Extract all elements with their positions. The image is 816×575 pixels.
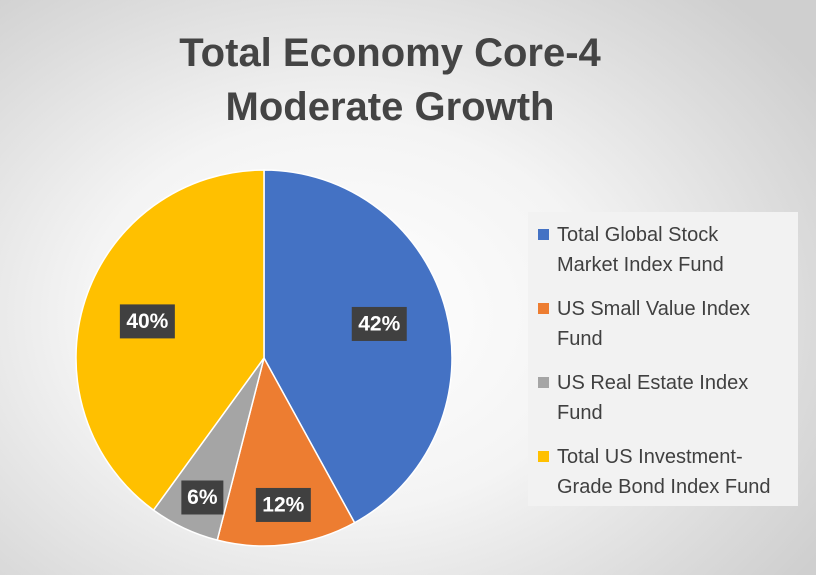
data-label-text: 40% — [126, 310, 168, 333]
legend-swatch — [538, 377, 549, 388]
legend-item: Total Global Stock Market Index Fund — [538, 220, 788, 280]
pie-slice — [263, 169, 453, 524]
data-label: 40% — [119, 304, 175, 339]
legend-label: US Real Estate Index Fund — [557, 368, 748, 428]
legend-label-line: Total US Investment- — [557, 446, 743, 468]
data-label-box — [119, 304, 175, 339]
legend-label-line: US Real Estate Index — [557, 372, 749, 394]
data-label-box — [255, 487, 311, 522]
legend-label-line: US Small Value Index — [557, 298, 751, 320]
chart-title: Total Economy Core-4 Moderate Growth — [90, 26, 690, 134]
legend-label-line: Total Global Stock — [557, 224, 719, 246]
legend-label-line: Fund — [557, 402, 603, 424]
legend-item: US Real Estate Index Fund — [538, 368, 788, 428]
legend-swatch — [538, 451, 549, 462]
data-label-text: 42% — [358, 312, 400, 335]
legend-label-line: Grade Bond Index Fund — [557, 476, 771, 498]
data-label-box — [181, 480, 224, 515]
data-label-text: 12% — [262, 493, 304, 516]
pie-slice — [216, 355, 356, 547]
legend-swatch — [538, 303, 549, 314]
legend-swatch — [538, 229, 549, 240]
pie-slice — [75, 169, 265, 512]
legend-label-line: Fund — [557, 328, 603, 350]
data-label-text: 6% — [187, 486, 218, 509]
data-label: 6% — [181, 480, 224, 515]
legend-label: Total US Investment- Grade Bond Index Fu… — [557, 442, 770, 502]
chart-title-line-1: Total Economy Core-4 — [179, 31, 601, 75]
legend-label: US Small Value Index Fund — [557, 294, 750, 354]
legend-item: Total US Investment- Grade Bond Index Fu… — [538, 442, 788, 502]
data-label-box — [351, 306, 407, 341]
legend: Total Global Stock Market Index Fund US … — [528, 212, 798, 506]
data-label: 12% — [255, 487, 311, 522]
legend-item: US Small Value Index Fund — [538, 294, 788, 354]
legend-label-line: Market Index Fund — [557, 254, 724, 276]
chart-title-line-2: Moderate Growth — [225, 85, 555, 129]
data-label: 42% — [351, 306, 407, 341]
legend-label: Total Global Stock Market Index Fund — [557, 220, 724, 280]
